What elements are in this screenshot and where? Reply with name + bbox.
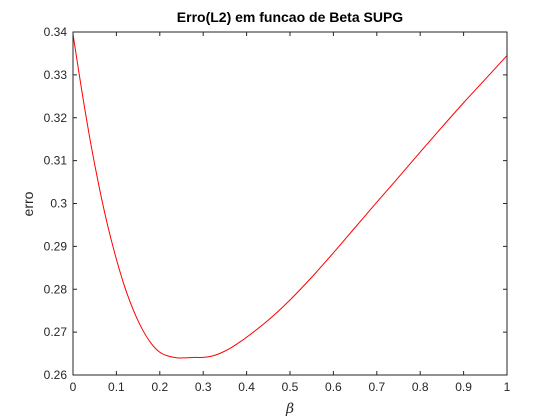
plot-area xyxy=(73,32,507,375)
x-tick-label: 0.2 xyxy=(151,380,168,394)
x-tick-label: 0.1 xyxy=(108,380,125,394)
y-tick-label: 0.33 xyxy=(44,68,68,82)
x-tick-label: 0.7 xyxy=(368,380,385,394)
y-tick-label: 0.34 xyxy=(44,25,68,39)
series-line-0 xyxy=(72,34,508,359)
y-tick-label: 0.29 xyxy=(44,239,68,253)
x-tick-label: 1 xyxy=(504,380,511,394)
y-tick-label: 0.26 xyxy=(44,368,68,382)
y-tick-label: 0.32 xyxy=(44,111,68,125)
ticks-layer: 0 0.1 0.2 0.3 0.4 0.5 0.6 0.7 0.8 0.9 1 0.26 0.27 0.2… xyxy=(44,25,511,394)
y-tick-label: 0.31 xyxy=(44,154,68,168)
x-tick-label: 0.8 xyxy=(412,380,429,394)
series-layer xyxy=(72,34,508,359)
y-tick-label: 0.3 xyxy=(50,197,67,211)
x-tick-label: 0.6 xyxy=(325,380,342,394)
x-tick-label: 0 xyxy=(70,380,77,394)
y-axis-label: erro xyxy=(20,191,36,216)
x-tick-label: 0.9 xyxy=(455,380,472,394)
x-axis-label: β xyxy=(285,401,294,417)
chart-title: Erro(L2) em funcao de Beta SUPG xyxy=(177,9,403,25)
x-tick-label: 0.4 xyxy=(238,380,255,394)
y-tick-label: 0.28 xyxy=(44,282,68,296)
y-tick-label: 0.27 xyxy=(44,325,68,339)
x-tick-label: 0.3 xyxy=(195,380,212,394)
x-tick-label: 0.5 xyxy=(282,380,299,394)
